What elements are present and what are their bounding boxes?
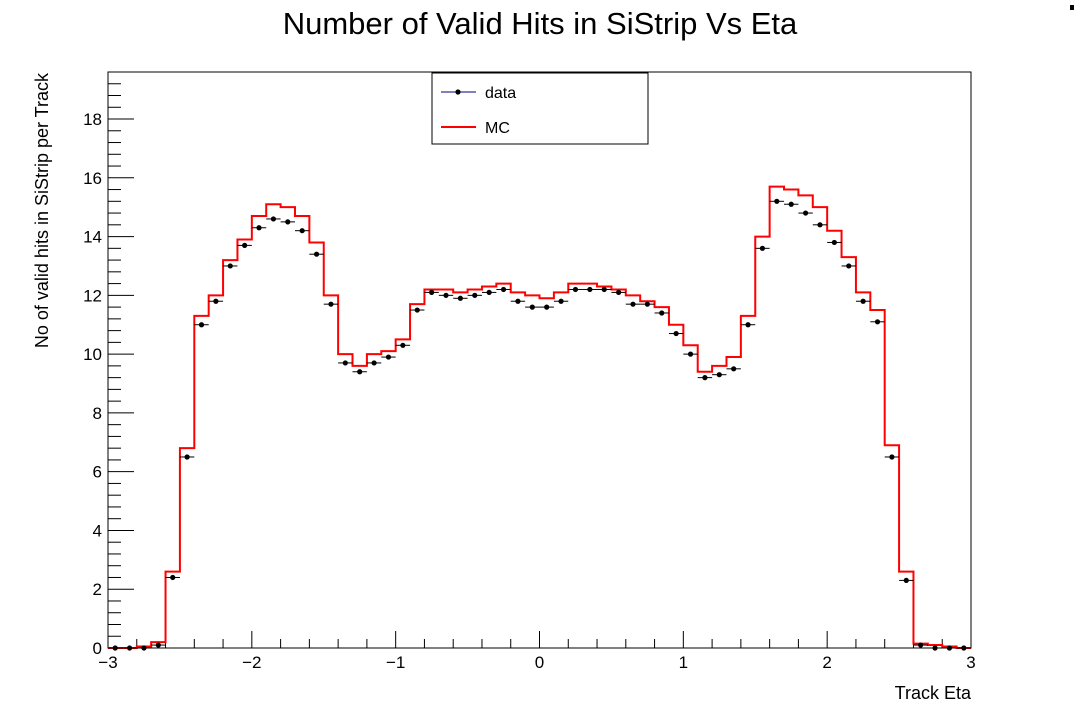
data-point [831,239,837,246]
data-point [745,322,751,328]
data-point [184,454,190,460]
y-tick-label: 8 [93,404,102,423]
y-axis-tick-labels: 0 2 4 6 8 10 12 14 16 18 [83,110,102,658]
data-point [227,263,233,269]
data-point [313,251,320,257]
y-tick-label: 18 [83,110,102,129]
data-point [946,645,953,651]
data-point [659,310,665,316]
data-point [529,304,535,310]
data-point [213,298,219,304]
data-point [846,263,852,269]
data-point [170,574,176,581]
data-point [788,201,794,207]
data-point [299,228,305,234]
data-point [198,322,205,328]
y-tick-label: 2 [93,580,102,599]
legend-data-label: data [485,85,516,102]
x-tick-label: −1 [386,653,405,672]
data-point [558,298,564,304]
data-point [385,354,392,360]
y-tick-label: 14 [83,228,102,247]
data-point [961,645,967,651]
data-point [457,295,463,301]
data-point [112,645,118,651]
data-point [141,645,147,651]
data-point [903,577,909,584]
y-tick-label: 16 [83,169,102,188]
data-point [400,342,406,348]
x-axis-tick-labels: −3 −2 −1 0 1 2 3 [98,653,975,672]
x-axis-ticks [107,631,972,648]
y-tick-label: 0 [93,639,102,658]
data-point [616,289,622,296]
mc-histogram-line [108,185,971,649]
x-tick-label: −2 [242,653,261,672]
data-point [472,292,478,298]
data-point [702,375,708,381]
y-axis-ticks [108,71,134,649]
data-point [630,301,636,307]
data-point [515,298,521,304]
data-point [256,225,262,231]
data-point [270,216,277,222]
data-point [918,642,924,648]
chart-title: Number of Valid Hits in SiStrip Vs Eta [283,6,798,41]
legend-mc-label: MC [485,120,510,137]
data-point [572,286,579,293]
corner-marker [1070,5,1074,10]
data-point [357,369,363,375]
y-tick-label: 12 [83,286,102,305]
y-axis-label: No of valid hits in SiStrip per Track [32,72,52,348]
x-tick-label: 0 [535,653,544,672]
data-point [500,286,507,293]
data-point [860,298,866,304]
data-point [126,645,133,651]
data-point [774,198,780,204]
data-point [155,642,161,648]
data-point [342,360,348,366]
legend-box [431,72,649,145]
data-point [759,245,766,251]
data-point [371,360,377,366]
x-tick-label: −3 [98,653,117,672]
data-point [889,454,895,460]
data-point [285,219,291,225]
data-points [108,198,971,651]
x-axis-label: Track Eta [895,683,972,703]
data-point [817,222,823,228]
data-point [414,307,420,313]
data-point [731,366,737,372]
data-point [802,210,809,216]
x-tick-label: 3 [966,653,975,672]
data-point [716,372,722,378]
x-tick-label: 1 [679,653,688,672]
x-tick-label: 2 [822,653,831,672]
y-tick-label: 10 [83,345,102,364]
legend: data MC [431,72,649,145]
data-point [687,351,694,357]
legend-data-marker [455,89,461,95]
data-point [587,286,593,293]
data-point [328,301,334,307]
data-point [443,292,449,298]
data-point [242,242,248,248]
data-point [673,330,679,337]
data-point [874,319,881,325]
data-point [644,301,650,307]
y-tick-label: 6 [93,463,102,482]
data-point [429,289,435,296]
plot-frame [107,71,972,649]
data-point [544,304,550,310]
y-tick-label: 4 [93,521,102,540]
data-point [486,289,492,296]
data-point [601,286,607,293]
data-point [932,645,938,651]
